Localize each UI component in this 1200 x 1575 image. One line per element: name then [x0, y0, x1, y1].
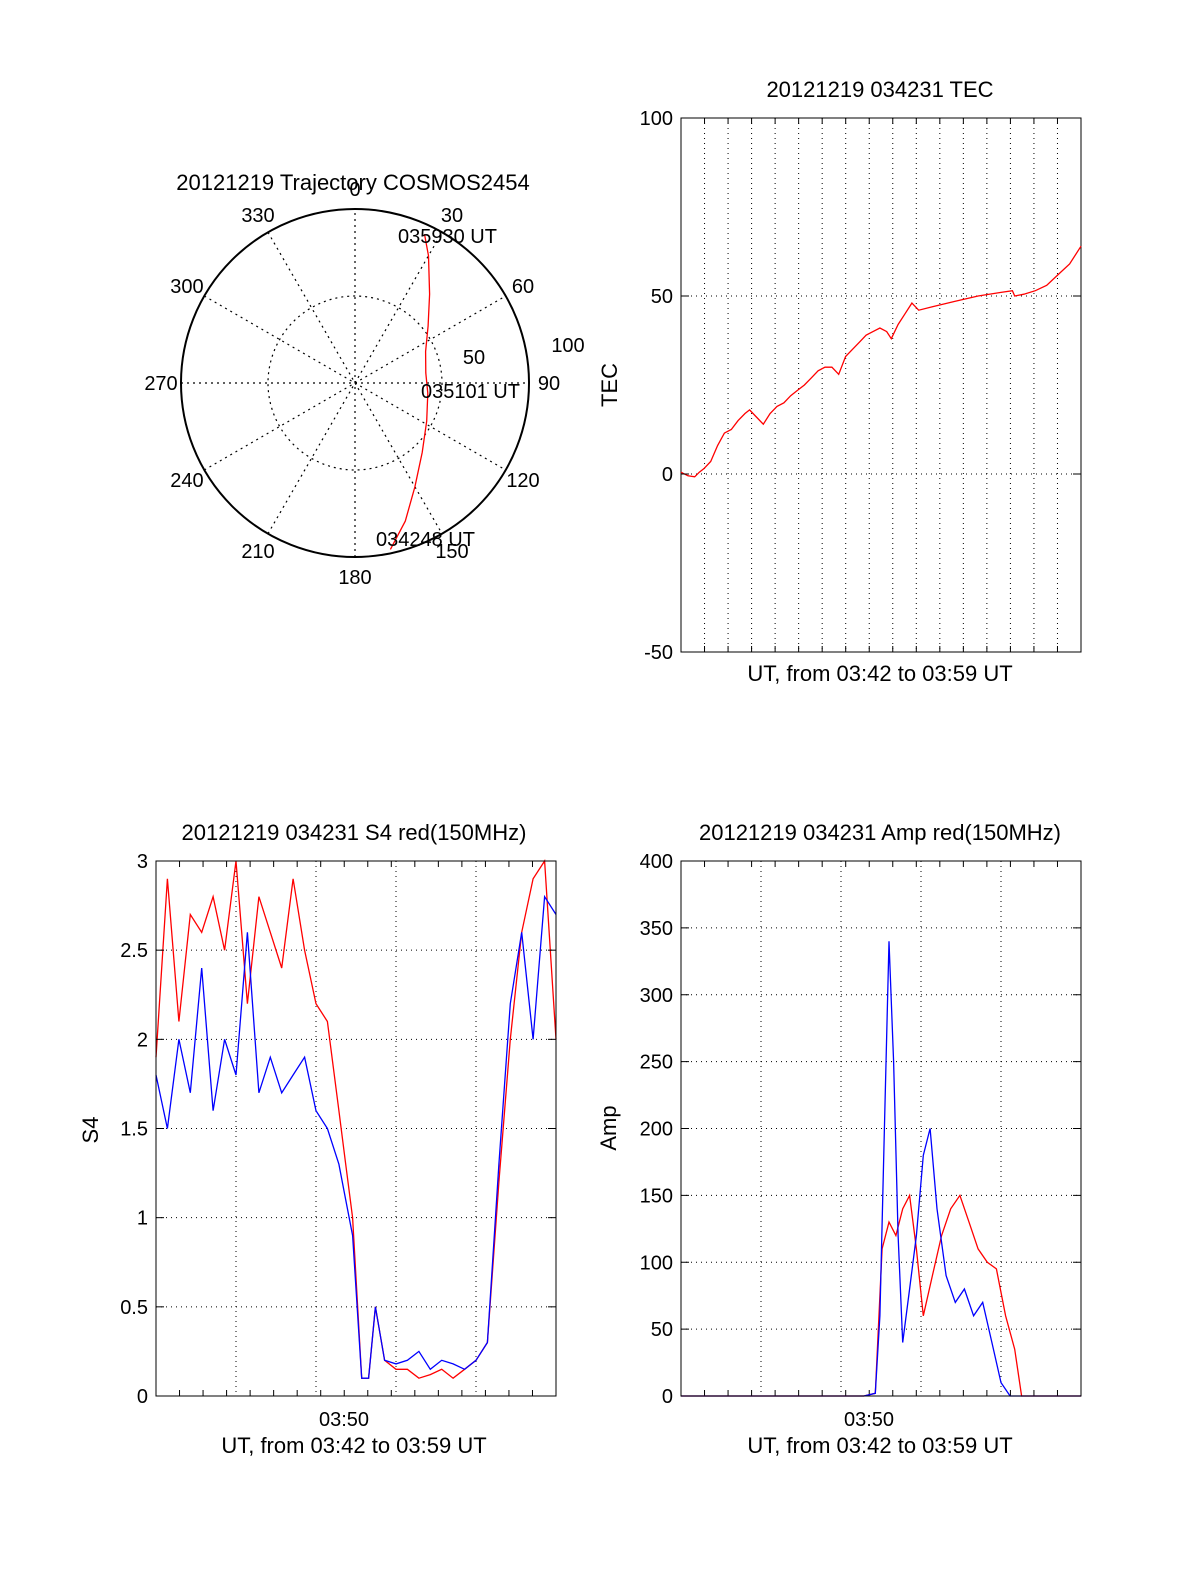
- trajectory-title: 20121219 Trajectory COSMOS2454: [176, 170, 529, 195]
- radius-label-100: 100: [551, 335, 584, 357]
- series-line: [681, 941, 1081, 1397]
- amp-series-group: [681, 941, 1081, 1397]
- s4-series-group: [155, 858, 557, 1380]
- trajectory-track: [389, 233, 431, 550]
- polar-angle-labels: 0 30 60 90 120 150 180 210 240 270 300 330: [144, 179, 560, 589]
- polar-angle-label: 270: [144, 373, 177, 395]
- radius-label-50: 50: [463, 347, 485, 369]
- polar-angle-label: 30: [441, 205, 463, 227]
- y-tick-label: 100: [640, 108, 673, 130]
- y-tick-label: 2.5: [120, 940, 148, 962]
- s4-y-label: S4: [78, 1117, 103, 1144]
- amp-y-ticks: 0 50 100 150 200 250 300 350 400: [640, 851, 1081, 1408]
- s4-y-ticks: 0 0.5 1 1.5 2 2.5 3: [120, 851, 556, 1408]
- y-tick-label: 300: [640, 985, 673, 1007]
- y-tick-label: 250: [640, 1052, 673, 1074]
- y-tick-label: 150: [640, 1185, 673, 1207]
- series-line: [680, 245, 1082, 478]
- y-tick-label: 50: [651, 1319, 673, 1341]
- tec-y-ticks: -50 0 50 100: [640, 108, 1081, 664]
- y-tick-label: 1: [137, 1208, 148, 1230]
- amp-x-tick-label: 03:50: [844, 1409, 894, 1431]
- y-tick-label: 2: [137, 1029, 148, 1051]
- polar-grid-spoke: [267, 232, 443, 534]
- s4-title: 20121219 034231 S4 red(150MHz): [182, 820, 527, 845]
- polar-grid: [181, 209, 529, 557]
- series-line: [681, 1193, 1081, 1397]
- tec-series-group: [680, 245, 1082, 478]
- y-tick-label: -50: [644, 642, 673, 664]
- polar-angle-label: 210: [241, 541, 274, 563]
- series-line: [155, 858, 557, 1380]
- polar-angle-label: 240: [170, 470, 203, 492]
- amp-x-label: UT, from 03:42 to 03:59 UT: [747, 1433, 1012, 1458]
- annotation-end-time: 035930 UT: [398, 226, 497, 248]
- polar-angle-label: 300: [170, 276, 203, 298]
- s4-grid: [156, 861, 556, 1396]
- amp-grid: [681, 861, 1081, 1396]
- y-tick-label: 0: [662, 464, 673, 486]
- polar-angle-label: 90: [538, 373, 560, 395]
- y-tick-label: 50: [651, 286, 673, 308]
- amp-y-label: Amp: [596, 1105, 621, 1150]
- polar-angle-label: 180: [338, 567, 371, 589]
- y-tick-label: 200: [640, 1119, 673, 1141]
- polar-angle-label: 0: [349, 179, 360, 201]
- y-tick-label: 0: [137, 1386, 148, 1408]
- s4-panel: 20121219 034231 S4 red(150MHz) 0 0.5 1 1.5 2…: [78, 820, 557, 1458]
- annotation-mid-time: 035101 UT: [421, 381, 520, 403]
- tec-plot-frame: [680, 117, 1082, 653]
- tec-x-label: UT, from 03:42 to 03:59 UT: [747, 661, 1012, 686]
- polar-angle-label: 60: [512, 276, 534, 298]
- polar-grid-circle: [267, 295, 443, 471]
- polar-outer-circle: [180, 208, 530, 558]
- y-tick-label: 0.5: [120, 1297, 148, 1319]
- y-tick-label: 3: [137, 851, 148, 873]
- series-line: [155, 894, 557, 1379]
- amp-panel: 20121219 034231 Amp red(150MHz) 0 50 100 15…: [596, 820, 1082, 1458]
- y-tick-label: 400: [640, 851, 673, 873]
- s4-x-label: UT, from 03:42 to 03:59 UT: [221, 1433, 486, 1458]
- tec-panel: 20121219 034231 TEC -50 0 50 100 UT, from 0…: [597, 77, 1082, 686]
- tec-title: 20121219 034231 TEC: [766, 77, 993, 102]
- trajectory-panel: 20121219 Trajectory COSMOS2454 0 30 60 90 12…: [144, 170, 584, 589]
- y-tick-label: 350: [640, 918, 673, 940]
- amp-title: 20121219 034231 Amp red(150MHz): [699, 820, 1061, 845]
- tec-grid: [681, 118, 1081, 652]
- tec-y-label: TEC: [597, 363, 622, 407]
- polar-angle-label: 120: [506, 470, 539, 492]
- polar-angle-label: 330: [241, 205, 274, 227]
- y-tick-label: 100: [640, 1252, 673, 1274]
- s4-x-tick-label: 03:50: [319, 1409, 369, 1431]
- annotation-start-time: 034248 UT: [376, 529, 475, 551]
- y-tick-label: 1.5: [120, 1119, 148, 1141]
- y-tick-label: 0: [662, 1386, 673, 1408]
- polar-angle-label: 150: [435, 541, 468, 563]
